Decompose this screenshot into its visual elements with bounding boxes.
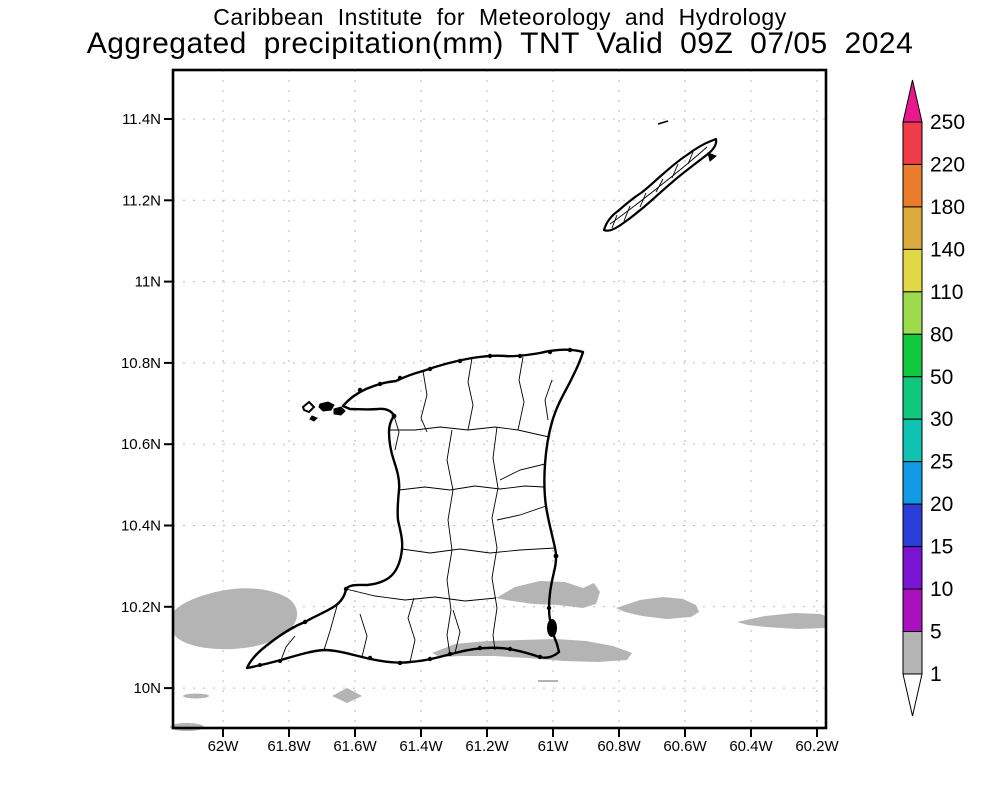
colorbar-legend: 250 220 180 140 110 80 50 30 25 20 15 10 5 1 bbox=[902, 79, 965, 717]
x-axis-tick-label: 61.6W bbox=[333, 738, 377, 755]
trinidad-internal-boundaries bbox=[280, 356, 556, 663]
colorbar-box bbox=[902, 248, 923, 293]
northwest-islets bbox=[301, 400, 346, 422]
shaded-region-south-coast-band bbox=[432, 639, 632, 662]
y-axis-tick-label: 10.4N bbox=[121, 518, 161, 535]
x-axis-tick-label: 60.6W bbox=[663, 738, 707, 755]
colorbar-tick-label: 110 bbox=[930, 281, 963, 304]
colorbar-box bbox=[902, 588, 923, 633]
y-axis-tick-label: 10.8N bbox=[121, 355, 161, 372]
shaded-region-east-teardrop bbox=[616, 597, 699, 619]
axis-tick-labels: 62W 61.8W 61.6W 61.4W 61.2W 61W 60.8W 60.6W 60.4… bbox=[121, 111, 840, 755]
x-axis-tick-label: 61W bbox=[538, 738, 570, 755]
colorbar-above-max-arrow bbox=[902, 79, 923, 123]
trinidad-coastal-settlement-marks bbox=[258, 347, 573, 667]
shaded-region-inland-band bbox=[496, 581, 600, 608]
plot-frame bbox=[171, 68, 828, 730]
y-axis-tick-label: 10N bbox=[133, 680, 161, 697]
colorbar-tick-label: 30 bbox=[930, 408, 953, 431]
trinidad-island bbox=[245, 347, 585, 670]
shaded-patch-sliver bbox=[538, 680, 558, 682]
x-axis-tick-label: 61.8W bbox=[267, 738, 311, 755]
precipitation-shading-areas bbox=[170, 581, 826, 731]
shaded-region-east-strip bbox=[737, 613, 826, 629]
x-axis-tick-label: 62W bbox=[208, 738, 240, 755]
colorbar-tick-label: 250 bbox=[930, 111, 965, 134]
colorbar-tick-label: 10 bbox=[930, 578, 953, 601]
x-axis-tick-label: 60.2W bbox=[795, 738, 839, 755]
colorbar-tick-label: 15 bbox=[930, 536, 953, 559]
shaded-patch-diamond bbox=[332, 688, 362, 703]
colorbar-box bbox=[902, 291, 923, 335]
shaded-patch-dash bbox=[183, 693, 209, 699]
colorbar-box bbox=[902, 333, 923, 378]
colorbar-tick-label: 140 bbox=[930, 238, 965, 261]
colorbar-tick-label: 220 bbox=[930, 153, 965, 176]
colorbar-box bbox=[902, 376, 923, 420]
y-axis-tick-label: 11.2N bbox=[122, 192, 161, 209]
colorbar-box bbox=[902, 163, 923, 208]
x-axis-tick-label: 60.4W bbox=[729, 738, 773, 755]
axis-ticks bbox=[164, 118, 818, 737]
x-axis-tick-label: 61.2W bbox=[465, 738, 509, 755]
colorbar-box bbox=[902, 503, 923, 548]
colorbar-tick-label: 50 bbox=[930, 366, 953, 389]
colorbar-box bbox=[902, 546, 923, 590]
colorbar-box bbox=[902, 121, 923, 165]
tobago-offshore-islets bbox=[657, 120, 717, 162]
colorbar-tick-label: 5 bbox=[930, 621, 942, 644]
colorbar-box bbox=[902, 206, 923, 250]
y-axis-tick-label: 10.2N bbox=[121, 599, 161, 616]
y-axis-tick-label: 10.6N bbox=[121, 436, 161, 453]
colorbar-box bbox=[902, 461, 923, 505]
colorbar-box bbox=[902, 631, 923, 675]
tobago-island bbox=[602, 120, 718, 232]
colorbar-box bbox=[902, 418, 923, 463]
page-subtitle: Aggregated precipitation(mm) TNT Valid 0… bbox=[86, 27, 914, 60]
tobago-internal-boundaries bbox=[609, 146, 708, 229]
colorbar-tick-label: 25 bbox=[930, 451, 953, 474]
y-axis-tick-label: 11N bbox=[135, 274, 161, 291]
x-axis-tick-label: 60.8W bbox=[597, 738, 641, 755]
x-axis-tick-label: 61.4W bbox=[399, 738, 443, 755]
colorbar-tick-label: 180 bbox=[930, 196, 965, 219]
colorbar-below-min-arrow bbox=[902, 673, 923, 717]
shaded-region-west-blob bbox=[173, 588, 298, 650]
tobago-coastline bbox=[602, 137, 718, 232]
colorbar-tick-label: 1 bbox=[930, 663, 942, 686]
page-title: Caribbean Institute for Meteorology and … bbox=[213, 4, 787, 30]
y-axis-tick-label: 11.4N bbox=[122, 111, 161, 128]
trinidad-coastline bbox=[245, 348, 585, 670]
colorbar-tick-label: 80 bbox=[930, 323, 953, 346]
colorbar-tick-label: 20 bbox=[930, 493, 953, 516]
